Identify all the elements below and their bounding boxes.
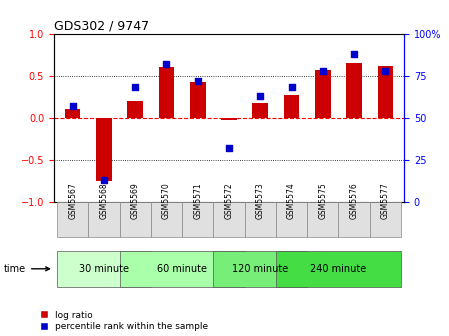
Bar bbox=[119, 202, 151, 237]
Point bbox=[194, 78, 201, 83]
Bar bbox=[65, 109, 80, 118]
Bar bbox=[190, 82, 206, 118]
Bar bbox=[57, 251, 151, 287]
Text: GSM5572: GSM5572 bbox=[224, 182, 233, 219]
Point bbox=[382, 68, 389, 73]
Bar bbox=[339, 202, 370, 237]
Bar bbox=[315, 70, 330, 118]
Bar bbox=[158, 67, 174, 118]
Bar bbox=[378, 66, 393, 118]
Text: GSM5573: GSM5573 bbox=[256, 182, 265, 219]
Bar bbox=[346, 63, 362, 118]
Point bbox=[69, 103, 76, 109]
Bar bbox=[182, 202, 213, 237]
Bar bbox=[96, 118, 112, 180]
Bar bbox=[128, 101, 143, 118]
Text: GSM5574: GSM5574 bbox=[287, 182, 296, 219]
Text: GSM5575: GSM5575 bbox=[318, 182, 327, 219]
Point bbox=[100, 177, 107, 182]
Text: 240 minute: 240 minute bbox=[310, 264, 366, 274]
Text: 30 minute: 30 minute bbox=[79, 264, 129, 274]
Bar bbox=[307, 202, 339, 237]
Bar bbox=[252, 103, 268, 118]
Bar bbox=[213, 202, 245, 237]
Point bbox=[132, 85, 139, 90]
Bar bbox=[276, 202, 307, 237]
Bar bbox=[221, 118, 237, 120]
Bar bbox=[88, 202, 119, 237]
Bar bbox=[370, 202, 401, 237]
Text: 60 minute: 60 minute bbox=[157, 264, 207, 274]
Bar bbox=[284, 95, 299, 118]
Point bbox=[319, 68, 326, 73]
Bar bbox=[213, 251, 307, 287]
Point bbox=[351, 51, 358, 56]
Bar bbox=[276, 251, 401, 287]
Text: time: time bbox=[4, 264, 49, 274]
Point bbox=[257, 93, 264, 98]
Text: GSM5577: GSM5577 bbox=[381, 182, 390, 219]
Bar bbox=[119, 251, 245, 287]
Legend: log ratio, percentile rank within the sample: log ratio, percentile rank within the sa… bbox=[40, 311, 208, 332]
Text: 120 minute: 120 minute bbox=[232, 264, 288, 274]
Bar bbox=[57, 202, 88, 237]
Bar bbox=[151, 202, 182, 237]
Text: GSM5571: GSM5571 bbox=[193, 182, 202, 219]
Text: GSM5576: GSM5576 bbox=[350, 182, 359, 219]
Text: GSM5570: GSM5570 bbox=[162, 182, 171, 219]
Text: GDS302 / 9747: GDS302 / 9747 bbox=[54, 19, 149, 33]
Point bbox=[225, 145, 233, 151]
Text: GSM5568: GSM5568 bbox=[99, 182, 108, 219]
Bar bbox=[245, 202, 276, 237]
Point bbox=[288, 85, 295, 90]
Point bbox=[163, 61, 170, 67]
Text: GSM5569: GSM5569 bbox=[131, 182, 140, 219]
Text: GSM5567: GSM5567 bbox=[68, 182, 77, 219]
